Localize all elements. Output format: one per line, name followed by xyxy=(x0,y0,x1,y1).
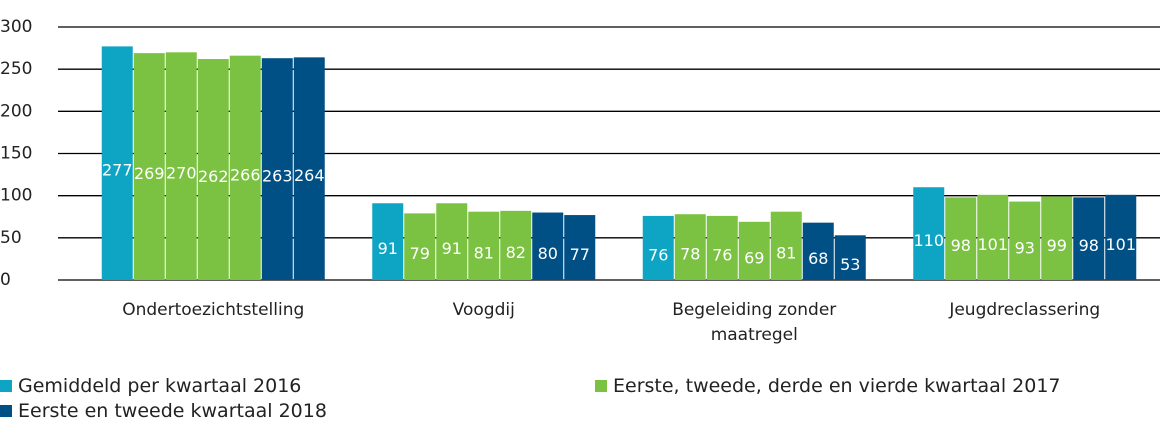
x-tick-label: Begeleiding zonder maatregel xyxy=(672,300,837,345)
legend-item: Gemiddeld per kwartaal 2016 xyxy=(0,375,301,397)
value-label: 269 xyxy=(134,164,165,183)
bar xyxy=(913,187,945,280)
bar xyxy=(642,215,674,280)
y-tick-label: 100 xyxy=(0,186,32,206)
value-label: 77 xyxy=(570,245,590,264)
bar xyxy=(532,212,564,280)
bar xyxy=(165,52,197,280)
legend-item: Eerste, tweede, derde en vierde kwartaal… xyxy=(595,375,1061,397)
value-label: 98 xyxy=(1079,236,1099,255)
legend-label: Eerste en tweede kwartaal 2018 xyxy=(18,400,327,422)
legend-label: Gemiddeld per kwartaal 2016 xyxy=(18,375,302,397)
legend-label: Eerste, tweede, derde en vierde kwartaal… xyxy=(613,375,1061,397)
value-label: 82 xyxy=(506,243,526,262)
bar xyxy=(802,222,834,280)
value-label: 277 xyxy=(102,161,133,180)
value-label: 270 xyxy=(166,164,197,183)
bar xyxy=(293,57,325,280)
bar xyxy=(404,213,436,280)
value-label: 81 xyxy=(474,243,494,262)
value-label: 101 xyxy=(1105,235,1136,254)
value-label: 76 xyxy=(712,245,732,264)
bar xyxy=(261,58,293,280)
bar xyxy=(197,59,229,281)
plot: 0 50 100 150 200 250 300 277 269 270 262 266 263 264 9… xyxy=(0,17,1160,290)
bar xyxy=(436,203,468,280)
bar xyxy=(945,197,977,280)
value-label: 98 xyxy=(951,236,971,255)
x-tick-label: Ondertoezichtstelling xyxy=(122,300,305,320)
bar xyxy=(500,210,532,280)
value-label: 262 xyxy=(198,167,229,186)
value-label: 91 xyxy=(378,239,398,258)
value-label: 69 xyxy=(744,248,764,267)
bar xyxy=(1041,196,1073,280)
bar xyxy=(1105,194,1137,280)
value-label: 81 xyxy=(776,243,796,262)
legend-swatch xyxy=(0,405,12,417)
y-tick-label: 300 xyxy=(0,17,32,37)
bar xyxy=(834,235,866,280)
value-label: 79 xyxy=(410,244,430,263)
bar xyxy=(1073,197,1105,280)
bar xyxy=(977,194,1009,280)
value-label: 76 xyxy=(648,245,668,264)
bar xyxy=(229,55,261,280)
y-tick-label: 0 xyxy=(0,270,11,290)
value-label: 68 xyxy=(808,249,828,268)
value-label: 264 xyxy=(294,166,325,185)
value-label: 91 xyxy=(442,239,462,258)
bar xyxy=(101,46,133,280)
value-label: 263 xyxy=(262,167,293,186)
bar xyxy=(133,53,165,280)
y-tick-label: 250 xyxy=(0,59,32,79)
bar xyxy=(738,221,770,280)
bar xyxy=(1009,201,1041,280)
value-label: 93 xyxy=(1015,238,1035,257)
value-label: 266 xyxy=(230,165,261,184)
legend-item: Eerste en tweede kwartaal 2018 xyxy=(0,400,327,422)
legend-swatch xyxy=(595,380,607,392)
bar xyxy=(468,211,500,280)
value-label: 78 xyxy=(680,245,700,264)
y-tick-label: 50 xyxy=(0,228,22,248)
bar xyxy=(674,214,706,280)
x-tick-label: Voogdij xyxy=(452,300,515,320)
bar xyxy=(770,211,802,280)
bar xyxy=(372,203,404,280)
bar xyxy=(706,215,738,280)
value-label: 101 xyxy=(977,235,1008,254)
x-tick-label: Jeugdreclassering xyxy=(949,300,1101,320)
value-label: 99 xyxy=(1047,236,1067,255)
value-label: 80 xyxy=(538,244,558,263)
legend-swatch xyxy=(0,380,12,392)
bar xyxy=(564,215,596,280)
value-label: 110 xyxy=(913,231,944,250)
value-label: 53 xyxy=(840,255,860,274)
y-tick-label: 200 xyxy=(0,101,32,121)
y-tick-label: 150 xyxy=(0,144,32,164)
